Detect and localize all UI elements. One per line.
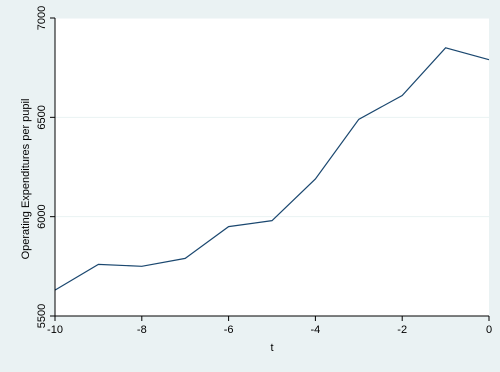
plot-area <box>55 18 489 316</box>
y-tick-label: 5500 <box>36 304 48 328</box>
y-tick-label: 7000 <box>36 6 48 30</box>
axes: 5500 6000 6500 7000 -10 -8 -6 -4 -2 0 <box>36 6 492 336</box>
y-tick-label: 6500 <box>36 105 48 129</box>
x-tick-label: -4 <box>311 324 321 336</box>
series-layer <box>54 47 490 291</box>
x-tick-label: -2 <box>397 324 407 336</box>
gridlines <box>55 17 489 218</box>
x-tick-label: -6 <box>224 324 234 336</box>
x-tick-label: -10 <box>47 324 63 336</box>
y-axis-label: Operating Expenditures per pupil <box>20 99 32 260</box>
x-tick-label: 0 <box>486 324 492 336</box>
x-axis-label: t <box>270 342 273 354</box>
x-tick-label: -8 <box>137 324 147 336</box>
y-tick-label: 6000 <box>36 204 48 228</box>
series-line <box>54 47 490 291</box>
